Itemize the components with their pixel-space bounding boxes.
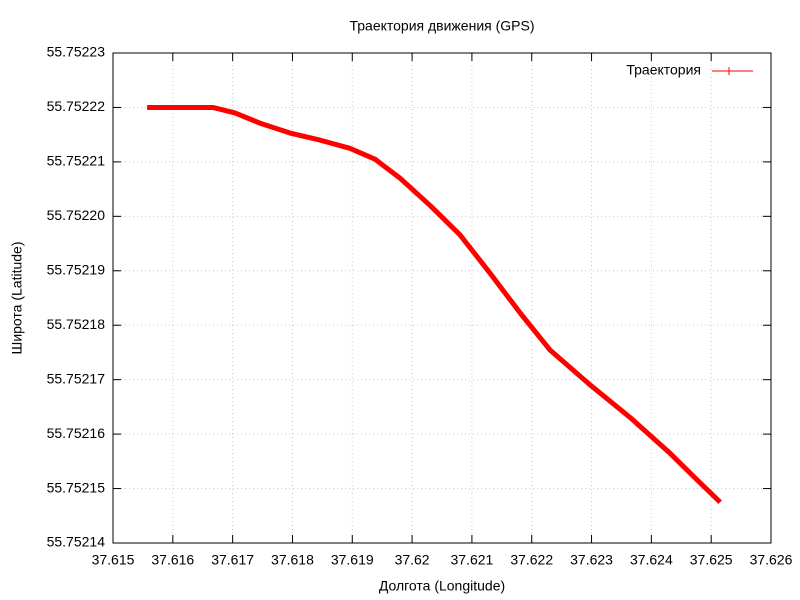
plot-frame <box>112 52 772 544</box>
y-tick-label: 55.75214 <box>47 534 106 550</box>
y-tick-label: 55.75218 <box>47 316 106 332</box>
legend-label: Траектория <box>626 62 701 78</box>
y-tick-label: 55.75223 <box>47 44 106 60</box>
y-tick-label: 55.75216 <box>47 425 106 441</box>
x-tick-label: 37.624 <box>630 552 673 568</box>
y-tick-label: 55.75221 <box>47 153 106 169</box>
x-tick-label: 37.617 <box>211 552 254 568</box>
y-tick-label: 55.75222 <box>47 98 106 114</box>
x-tick-label: 37.623 <box>570 552 613 568</box>
y-tick-label: 55.75215 <box>47 479 106 495</box>
legend-marker <box>725 67 733 75</box>
y-axis-label: Широта (Latitude) <box>9 242 25 355</box>
y-tick-label: 55.75219 <box>47 261 106 277</box>
x-tick-label: 37.619 <box>331 552 374 568</box>
x-tick-label: 37.621 <box>450 552 493 568</box>
y-tick-label: 55.75220 <box>47 207 106 223</box>
x-tick-label: 37.616 <box>151 552 194 568</box>
x-tick-label: 37.626 <box>750 552 793 568</box>
x-tick-label: 37.615 <box>92 552 135 568</box>
x-tick-label: 37.625 <box>690 552 733 568</box>
x-tick-label: 37.622 <box>510 552 553 568</box>
y-tick-label: 55.75217 <box>47 370 106 386</box>
x-tick-label: 37.618 <box>271 552 314 568</box>
chart-title: Траектория движения (GPS) <box>349 18 534 34</box>
x-axis-label: Долгота (Longitude) <box>379 578 505 594</box>
series-line <box>147 104 722 504</box>
x-tick-label: 37.62 <box>395 552 430 568</box>
